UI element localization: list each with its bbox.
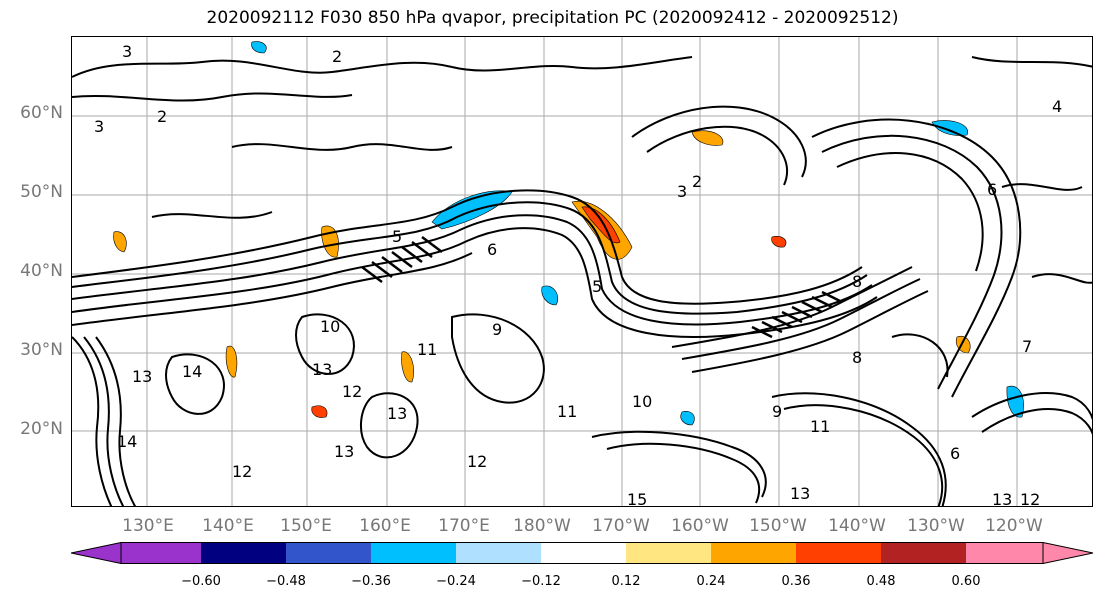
colorbar-tick-label: −0.24: [436, 574, 476, 589]
contour-label: 13: [387, 404, 407, 423]
contour-label: 2: [157, 107, 167, 126]
colorbar-right-extension: [1042, 542, 1094, 564]
contour-label-group: 3 2 2 3 5 6 5 3 2 4 6 10 9 11 13 12 13 1…: [94, 42, 1062, 507]
contour-label: 6: [487, 240, 497, 259]
map-panel: 3 2 2 3 5 6 5 3 2 4 6 10 9 11 13 12 13 1…: [71, 36, 1093, 507]
colorbar-segment: [371, 542, 456, 564]
contour-label: 15: [627, 490, 647, 507]
front-hatching: [361, 236, 843, 339]
contour-label: 2: [692, 172, 702, 191]
contour-label: 12: [1020, 490, 1040, 507]
colorbar-tick-label: −0.12: [521, 574, 561, 589]
lon-label-160w: 160°W: [671, 516, 729, 536]
contour-label: 2: [332, 47, 342, 66]
contour-label: 13: [132, 367, 152, 386]
contour-label: 13: [992, 490, 1012, 507]
contour-label: 9: [492, 320, 502, 339]
contour-label: 6: [987, 180, 997, 199]
contour-label: 9: [772, 402, 782, 421]
colorbar-segment: [796, 542, 881, 564]
gridlines: [72, 37, 1092, 506]
colorbar-segment: [881, 542, 966, 564]
colorbar-tick-label: 0.60: [951, 574, 981, 589]
map-canvas: 3 2 2 3 5 6 5 3 2 4 6 10 9 11 13 12 13 1…: [72, 37, 1092, 507]
contour-label: 13: [312, 360, 332, 379]
colorbar-segment: [966, 542, 1043, 564]
colorbar-tick-label: 0.48: [866, 574, 896, 589]
lon-label-120w: 120°W: [985, 516, 1043, 536]
contour-label: 5: [392, 227, 402, 246]
lat-label-30n: 30°N: [20, 340, 63, 360]
lon-label-130w: 130°W: [907, 516, 965, 536]
lon-label-160e: 160°E: [359, 516, 411, 536]
lon-label-140w: 140°W: [828, 516, 886, 536]
contour-label: 14: [182, 362, 202, 381]
contour-label: 12: [467, 452, 487, 471]
colorbar-tick-label: 0.12: [611, 574, 641, 589]
contour-label: 12: [342, 382, 362, 401]
lon-label-150e: 150°E: [280, 516, 332, 536]
contour-label: 3: [677, 182, 687, 201]
colorbar-segment: [286, 542, 371, 564]
lat-label-50n: 50°N: [20, 182, 63, 202]
contour-label: 13: [790, 484, 810, 503]
contour-label: 6: [950, 444, 960, 463]
contour-label: 8: [852, 272, 862, 291]
contour-label: 5: [592, 277, 602, 296]
contour-label: 10: [320, 317, 340, 336]
contour-label: 4: [1052, 97, 1062, 116]
lat-label-40n: 40°N: [20, 261, 63, 281]
colorbar-tick-label: −0.36: [351, 574, 391, 589]
lon-label-170w: 170°W: [592, 516, 650, 536]
colorbar-segment: [121, 542, 201, 564]
lat-label-60n: 60°N: [20, 103, 63, 123]
colorbar: [71, 542, 1094, 564]
contour-label: 12: [232, 462, 252, 481]
lon-label-140e: 140°E: [202, 516, 254, 536]
contour-label: 11: [557, 402, 577, 421]
contour-label: 3: [122, 42, 132, 61]
colorbar-tick-label: 0.24: [696, 574, 726, 589]
map-title: 2020092112 F030 850 hPa qvapor, precipit…: [206, 8, 899, 28]
colorbar-segment: [541, 542, 626, 564]
contour-label: 3: [94, 117, 104, 136]
precip-shading: [113, 41, 1024, 426]
colorbar-segment: [201, 542, 286, 564]
contour-label: 8: [852, 348, 862, 367]
colorbar-segment: [456, 542, 541, 564]
colorbar-tick-label: 0.36: [781, 574, 811, 589]
colorbar-segment: [626, 542, 711, 564]
colorbar-left-extension: [71, 542, 122, 564]
lon-label-180w: 180°W: [513, 516, 571, 536]
lon-label-170e: 170°E: [438, 516, 490, 536]
contour-label: 7: [1022, 337, 1032, 356]
colorbar-tick-label: −0.48: [266, 574, 306, 589]
lon-label-150w: 150°W: [749, 516, 807, 536]
lon-label-130e: 130°E: [122, 516, 174, 536]
contour-label: 11: [417, 340, 437, 359]
contour-lines: [72, 56, 1092, 506]
lat-label-20n: 20°N: [20, 419, 63, 439]
colorbar-tick-label: −0.60: [181, 574, 221, 589]
contour-label: 10: [632, 392, 652, 411]
contour-label: 14: [117, 432, 137, 451]
contour-label: 13: [334, 442, 354, 461]
contour-label: 11: [810, 417, 830, 436]
colorbar-segment: [711, 542, 796, 564]
